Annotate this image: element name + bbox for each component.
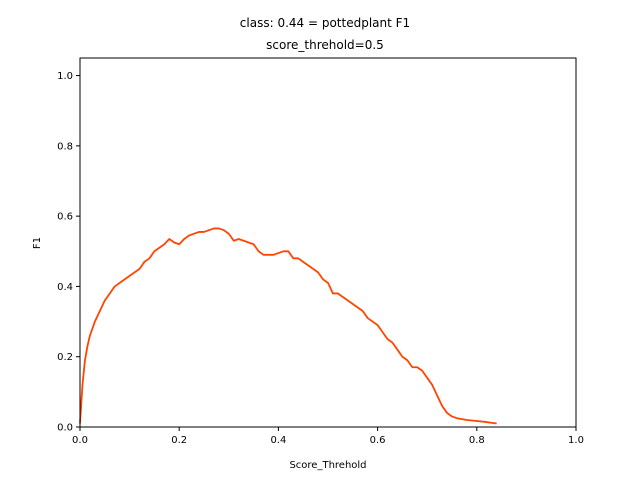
x-tick-label: 0.8 — [469, 435, 485, 446]
f1-series-line — [79, 227, 497, 425]
y-tick-label: 0.4 — [57, 282, 73, 293]
y-axis-ticks: 0.0 0.2 0.4 0.6 0.8 1.0 — [57, 71, 80, 434]
y-axis-label: F1 — [32, 237, 43, 249]
x-tick-label: 1.0 — [568, 435, 584, 446]
x-tick-label: 0.6 — [370, 435, 386, 446]
y-tick-label: 1.0 — [57, 71, 73, 82]
y-tick-label: 0.0 — [57, 423, 73, 434]
y-tick-label: 0.8 — [57, 141, 73, 152]
y-tick-label: 0.6 — [57, 212, 73, 223]
x-tick-label: 0.4 — [270, 435, 286, 446]
chart-title: class: 0.44 = pottedplant F1 — [240, 16, 410, 30]
x-axis-label: Score_Threhold — [289, 460, 366, 471]
chart-subtitle: score_threhold=0.5 — [266, 38, 384, 52]
x-axis-ticks: 0.0 0.2 0.4 0.6 0.8 1.0 — [72, 427, 584, 446]
x-tick-label: 0.2 — [171, 435, 187, 446]
plot-frame — [79, 57, 577, 428]
y-tick-label: 0.2 — [57, 352, 73, 363]
x-tick-label: 0.0 — [72, 435, 88, 446]
